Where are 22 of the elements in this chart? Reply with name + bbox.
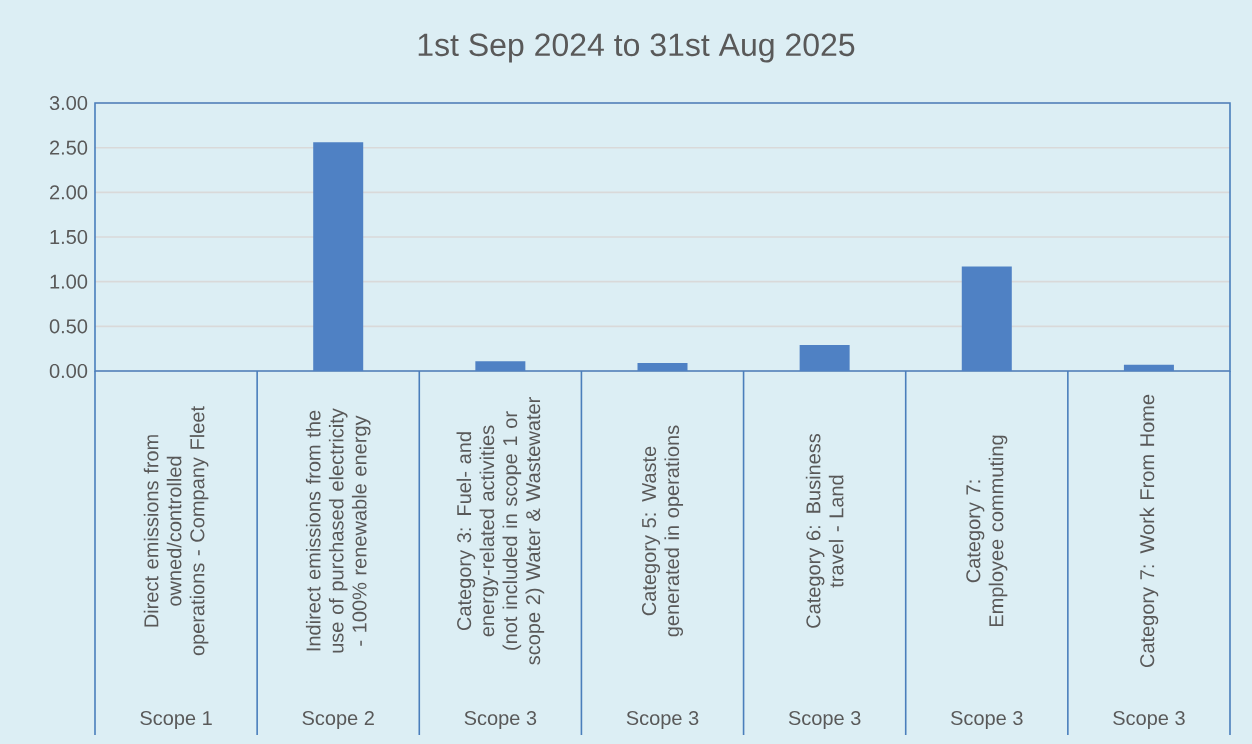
x-tick-label: Category 5: Waste generated in operations — [641, 425, 684, 637]
x-tick-label: Category 3: Fuel- and energy-related activities (not included in scope 1 or scope 2) Water & Wastewater — [456, 397, 545, 665]
x-tick-label: Indirect emissions from the use of purchased electricity - 100% renewable energy — [305, 408, 371, 653]
x-tick-label: Category 7: Work From Home — [1139, 394, 1159, 668]
y-tick-label: 0.50 — [49, 319, 88, 334]
y-tick-label: 2.50 — [50, 140, 88, 155]
y-tick-label: 3.00 — [49, 95, 88, 111]
y-tick-label: 1.50 — [50, 229, 88, 245]
y-tick-label: 0.00 — [49, 363, 88, 379]
x-tick-label: Category 7: Employee commuting — [966, 435, 1008, 627]
text: Scope 3 — [626, 710, 699, 730]
x-tick-label: Category 6: Business travel - Land — [805, 433, 844, 628]
text: Scope 3 — [1113, 710, 1185, 730]
text: Scope 3 — [951, 710, 1023, 730]
text: Scope 3 — [464, 710, 537, 730]
y-tick-label: 1.00 — [50, 274, 88, 289]
text: Scope 2 — [302, 710, 374, 730]
chart-title: 1st Sep 2024 to 31st Aug 2025 — [418, 33, 855, 63]
x-tick-label: Direct emissions from owned/controlled operations - Company Fleet — [143, 406, 209, 656]
text: Scope 3 — [788, 710, 861, 730]
y-tick-label: 2.00 — [50, 185, 88, 200]
text: Scope 1 — [140, 710, 212, 730]
